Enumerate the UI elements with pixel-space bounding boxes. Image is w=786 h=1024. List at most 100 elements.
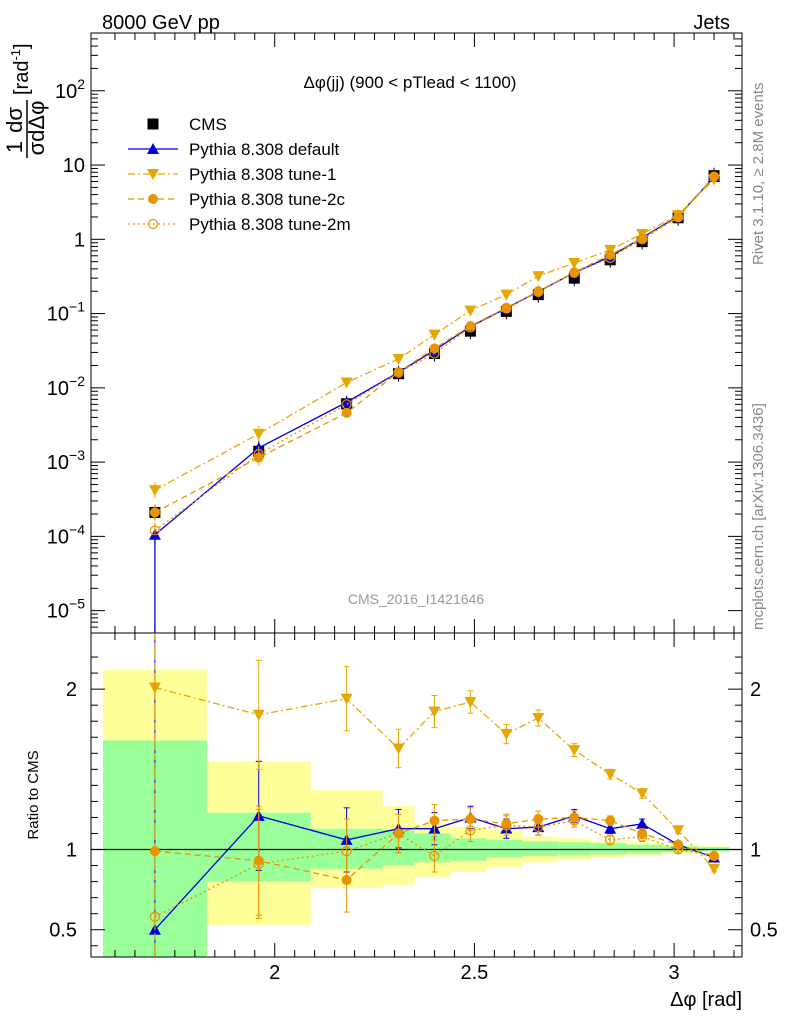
legend-label: CMS: [189, 115, 227, 134]
ratio-data-point: [340, 693, 353, 705]
ylabel-num1: 1: [2, 141, 27, 153]
legend-marker: [147, 218, 159, 230]
ratio-panel: 0.5 0.5 1 1 2 2 2 2.5 3 Ratio to CMS Δφ [rad]: [25, 632, 778, 1011]
ratio-data-point: [392, 743, 405, 755]
ratio-data-point: [637, 831, 648, 842]
ratio-data-point: [149, 846, 160, 857]
uncertainty-band-green: [590, 843, 627, 855]
data-point: [672, 212, 684, 223]
data-point: [429, 343, 440, 354]
x-tick-label: 2.5: [461, 962, 489, 984]
ratio-y-tick-label: 1: [66, 840, 77, 862]
y-tick-label: 10: [63, 155, 85, 177]
data-point: [605, 252, 616, 264]
legend-marker: [147, 118, 159, 130]
ratio-data-point: [464, 696, 477, 708]
y-tick-label: 10−5: [47, 596, 85, 623]
x-tick-label: 2: [269, 962, 280, 984]
ratio-data-point: [465, 825, 476, 836]
side-text-rivet: Rivet 3.1.10, ≥ 2.8M events: [750, 83, 767, 266]
ratio-data-point: [501, 820, 512, 831]
data-point: [393, 367, 404, 378]
ratio-y-tick-label: 2: [66, 679, 77, 701]
header-right: Jets: [693, 12, 730, 34]
y-tick-label: 10−4: [47, 521, 85, 548]
data-point: [464, 305, 477, 317]
ratio-plot-frame: [90, 632, 743, 958]
ratio-data-point: [604, 769, 617, 781]
ratio-data-point: [341, 846, 352, 857]
data-point: [568, 257, 581, 269]
side-text-mcplots: mcplots.cern.ch [arXiv:1306.3436]: [750, 403, 767, 630]
top-panel: Δφ(jj) (900 < pTlead < 1100) CMS_2016_I1…: [47, 32, 743, 634]
legend-marker: [147, 169, 159, 180]
data-point: [148, 485, 161, 497]
ylabel-unit: [rad-1]: [8, 43, 33, 95]
data-point: [500, 289, 513, 301]
y-axis-title-top: 1 dσ σdΔφ [rad-1]: [2, 43, 49, 158]
y-tick-label: 10−1: [47, 299, 85, 326]
ratio-data-point: [569, 815, 580, 826]
ratio-data-point: [393, 828, 404, 839]
y-tick-label: 10−3: [47, 447, 85, 474]
ylabel-num2: dσ: [2, 107, 27, 133]
uncertainty-band-green: [486, 839, 523, 858]
legend-entry: Pythia 8.308 tune-1: [128, 165, 336, 184]
ratio-data-point: [708, 863, 721, 875]
ratio-data-point: [428, 706, 441, 718]
ratio-ylabel: Ratio to CMS: [25, 750, 42, 839]
plot-title: Δφ(jj) (900 < pTlead < 1100): [304, 73, 517, 92]
y-tick-label: 10−2: [47, 373, 85, 400]
ratio-data-point: [429, 815, 440, 826]
data-point: [568, 272, 580, 284]
x-tick-label: 3: [669, 962, 680, 984]
ratio-data-point: [604, 822, 617, 834]
y-tick-label: 102: [55, 76, 85, 103]
ratio-data-point: [429, 850, 440, 862]
legend-entry: Pythia 8.308 tune-2c: [128, 190, 345, 209]
ratio-y-tick-label-right: 1: [750, 840, 761, 862]
legend-label: Pythia 8.308 tune-2c: [189, 190, 345, 209]
data-point: [341, 399, 352, 410]
ratio-data-point: [500, 729, 513, 741]
ratio-y-tick-label-right: 2: [750, 679, 761, 701]
legend-entry: Pythia 8.308 default: [128, 140, 340, 159]
data-point: [708, 171, 720, 182]
ratio-data-point: [605, 815, 616, 826]
data-point: [605, 249, 616, 260]
ratio-data-point: [636, 788, 649, 800]
data-point: [149, 507, 160, 518]
data-point: [253, 449, 264, 460]
ratio-data-point: [672, 844, 684, 855]
ratio-data-point: [672, 825, 685, 837]
data-point: [637, 234, 648, 245]
data-point: [465, 322, 476, 333]
legend-marker: [147, 143, 159, 154]
data-point: [533, 286, 544, 298]
legend-entry: CMS: [147, 115, 227, 134]
x-axis-title: Δφ [rad]: [670, 989, 742, 1011]
ylabel-den: σdΔφ: [24, 101, 49, 156]
data-point: [252, 428, 265, 440]
ratio-data-point: [253, 858, 264, 870]
data-point: [429, 348, 440, 359]
data-point: [532, 271, 545, 283]
ratio-data-point: [605, 834, 616, 846]
data-point: [501, 303, 512, 314]
data-point: [340, 396, 353, 408]
ratio-data-point: [149, 911, 161, 923]
ratio-data-point: [533, 821, 544, 833]
data-point: [569, 267, 580, 278]
uncertainty-band-green: [522, 841, 559, 856]
ratio-data-point: [252, 709, 265, 721]
legend-label: Pythia 8.308 tune-2m: [189, 215, 351, 234]
series-line: [154, 176, 715, 532]
uncertainty-band-green: [558, 842, 591, 856]
ratio-data-point: [568, 745, 581, 757]
legend: CMS Pythia 8.308 default Pythia 8.308 tune…: [128, 115, 351, 234]
ratio-data-point: [532, 713, 545, 725]
data-point: [392, 353, 405, 365]
data-point: [340, 377, 353, 389]
ratio-y-tick-label: 0.5: [49, 920, 77, 942]
